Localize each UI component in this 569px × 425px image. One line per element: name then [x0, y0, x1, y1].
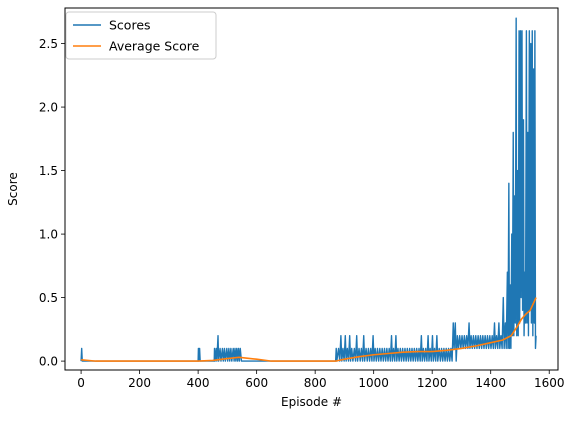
plot-series: [80, 17, 537, 362]
y-tick-label: 0.0: [39, 354, 58, 368]
x-tick-label: 1000: [358, 376, 389, 390]
x-axis-ticks: 0 200 400 600 800 1000 1200 1400 1600: [77, 370, 564, 390]
x-tick-label: 600: [245, 376, 268, 390]
x-tick-label: 1200: [417, 376, 448, 390]
series-line-scores: [80, 17, 537, 362]
y-tick-label: 1.5: [39, 164, 58, 178]
x-tick-label: 1400: [475, 376, 506, 390]
x-tick-label: 800: [304, 376, 327, 390]
y-tick-label: 2.0: [39, 100, 58, 114]
y-tick-label: 0.5: [39, 291, 58, 305]
x-axis-label: Episode #: [281, 395, 342, 409]
plot-frame: [64, 7, 559, 371]
y-tick-label: 1.0: [39, 227, 58, 241]
x-tick-label: 0: [77, 376, 85, 390]
legend-label-average-score: Average Score: [109, 39, 200, 54]
legend: Scores Average Score: [65, 11, 217, 60]
legend-box: [65, 11, 217, 60]
x-tick-label: 200: [128, 376, 151, 390]
series-line-average-score: [81, 297, 537, 362]
y-axis-ticks: 0.0 0.5 1.0 1.5 2.0 2.5: [39, 37, 65, 368]
legend-label-scores: Scores: [109, 18, 151, 33]
y-axis-label: Score: [6, 172, 20, 206]
x-tick-label: 400: [187, 376, 210, 390]
x-tick-label: 1600: [534, 376, 565, 390]
y-tick-label: 2.5: [39, 37, 58, 51]
